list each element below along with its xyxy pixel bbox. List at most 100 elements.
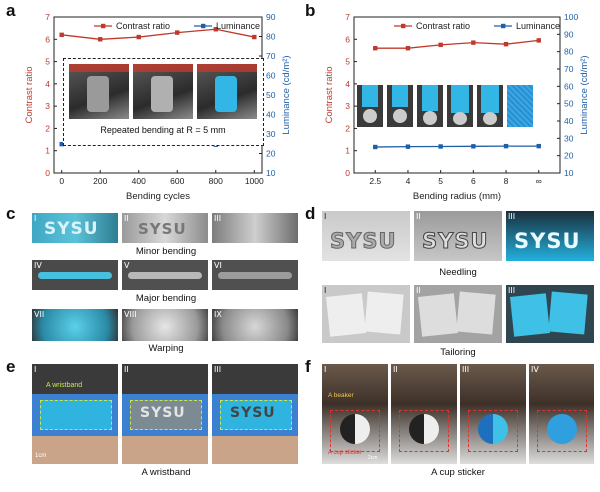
chart-b: 0 1 2 3 4 5 6 7 10 20 30 40 50 60 70 80 90 100 2.5 4 5 6 8 ∞ Ben… (324, 12, 590, 202)
plot-frame (353, 16, 561, 174)
x-tick-label: 600 (170, 176, 184, 186)
x-tick-label: 5 (438, 176, 443, 186)
inset-photo-1 (69, 64, 129, 119)
y-tick-label-right: 20 (564, 151, 574, 161)
y-tick-label-right: 40 (266, 110, 276, 120)
x-tick-label: 800 (209, 176, 223, 186)
y-tick-label-left: 1 (345, 146, 350, 156)
x-tick-label: 0 (59, 176, 64, 186)
sysu-text: SYSU (138, 220, 187, 238)
e-scale-label: 1cm (35, 453, 47, 459)
data-point-luminance (503, 143, 509, 149)
f-overlay-label-2: A cup sticker (328, 450, 363, 456)
data-point-contrast (59, 32, 64, 38)
y-axis-label-left: Contrast ratio (24, 66, 35, 123)
data-point-contrast (136, 34, 141, 40)
panel-label-f: f (305, 357, 311, 376)
c-photo-V: V (122, 260, 208, 290)
inset-photo-2 (133, 64, 193, 119)
inset-b-photo-3 (417, 85, 443, 127)
e-overlay-label: A wristband (46, 382, 83, 389)
f-photo-IV: IV (529, 364, 594, 464)
y-tick-label-left: 3 (345, 101, 350, 111)
legend-label-luminance: Luminance (216, 21, 260, 31)
y-tick-label-right: 50 (266, 90, 276, 100)
y-tick-label-right: 100 (564, 12, 578, 22)
data-point-luminance (438, 144, 443, 149)
legend-marker-contrast (401, 23, 406, 29)
d-photo-I: I SYSU (322, 211, 410, 261)
data-point-luminance (471, 144, 476, 149)
c-photo-VII: VII (32, 309, 118, 341)
y-axis-label-right: Luminance (cd/m²) (281, 55, 292, 134)
inset-b-photo-5 (477, 85, 503, 127)
y-tick-label-left: 0 (345, 168, 350, 178)
x-tick-label: 4 (406, 176, 411, 186)
data-point-contrast (536, 38, 541, 43)
inset-b-photo-4 (447, 85, 473, 127)
c-photo-IX: IX (212, 309, 298, 341)
y-tick-label-right: 40 (564, 116, 574, 126)
legend-label-luminance: Luminance (516, 21, 560, 31)
panel-label-a: a (6, 1, 16, 20)
inset-b-photo-2 (387, 85, 413, 127)
inset-b-photo-6 (507, 85, 533, 127)
d-photo-VI: III (506, 285, 594, 343)
data-point-contrast (98, 37, 103, 42)
data-point-contrast (213, 27, 218, 32)
e-photo-II: II SYSU (122, 364, 208, 464)
y-tick-label-right: 10 (266, 168, 276, 178)
caption-minor-bending: Minor bending (135, 246, 197, 257)
data-point-luminance (373, 144, 378, 150)
sysu-text: SYSU (44, 219, 99, 239)
x-tick-label: 6 (471, 176, 476, 186)
y-axis-label-left: Contrast ratio (324, 66, 335, 123)
y-tick-label-left: 4 (45, 79, 50, 89)
panel-label-d: d (305, 204, 316, 223)
data-point-contrast (373, 46, 378, 51)
series-line-luminance (375, 145, 539, 148)
panel-label-c: c (6, 204, 16, 223)
y-tick-label-left: 3 (45, 101, 50, 111)
sysu-text: SYSU (230, 405, 276, 421)
y-axis-label-right: Luminance (cd/m²) (579, 55, 590, 134)
data-point-luminance (405, 144, 411, 149)
x-tick-label: 400 (132, 176, 146, 186)
c-photo-VI: VI (212, 260, 298, 290)
panel-f: I A beaker A cup sticker 2cm II III IV A… (322, 364, 594, 478)
caption-warping: Warping (148, 343, 184, 354)
y-tick-label-right: 60 (266, 71, 276, 81)
legend-marker-contrast (101, 23, 106, 29)
c-photo-III: III (212, 213, 298, 243)
caption-cup-sticker: A cup sticker (431, 467, 485, 478)
y-tick-label-left: 2 (345, 123, 350, 133)
data-point-contrast (175, 30, 180, 35)
sysu-text: SYSU (514, 229, 581, 253)
y-tick-label-left: 5 (345, 57, 350, 67)
d-photo-V: II (414, 285, 502, 343)
d-photo-IV: I (322, 285, 410, 343)
y-tick-label-right: 10 (564, 168, 574, 178)
x-tick-label: 8 (504, 176, 509, 186)
data-point-luminance (59, 141, 64, 147)
inset-b (357, 85, 557, 129)
panel-d: I SYSU II SYSU III SYSU Needling I II II… (322, 211, 594, 359)
inset-photo-3 (197, 64, 257, 119)
legend-marker-luminance (201, 23, 206, 29)
legend-label-contrast: Contrast ratio (416, 21, 470, 31)
caption-tailoring: Tailoring (440, 347, 476, 358)
data-point-contrast (252, 34, 257, 40)
series-line-contrast (61, 28, 255, 40)
caption-major-bending: Major bending (135, 293, 197, 304)
y-tick-label-right: 90 (564, 29, 574, 39)
y-tick-label-left: 6 (45, 34, 50, 44)
y-tick-label-left: 5 (45, 57, 50, 67)
sysu-text: SYSU (140, 405, 186, 421)
y-tick-label-right: 30 (564, 133, 574, 143)
legend-marker-luminance (501, 23, 506, 29)
x-tick-label: 2.5 (369, 176, 381, 186)
sysu-text: SYSU (422, 229, 489, 254)
y-tick-label-left: 0 (45, 168, 50, 178)
y-tick-label-right: 90 (266, 12, 276, 22)
f-photo-III: III (460, 364, 526, 464)
